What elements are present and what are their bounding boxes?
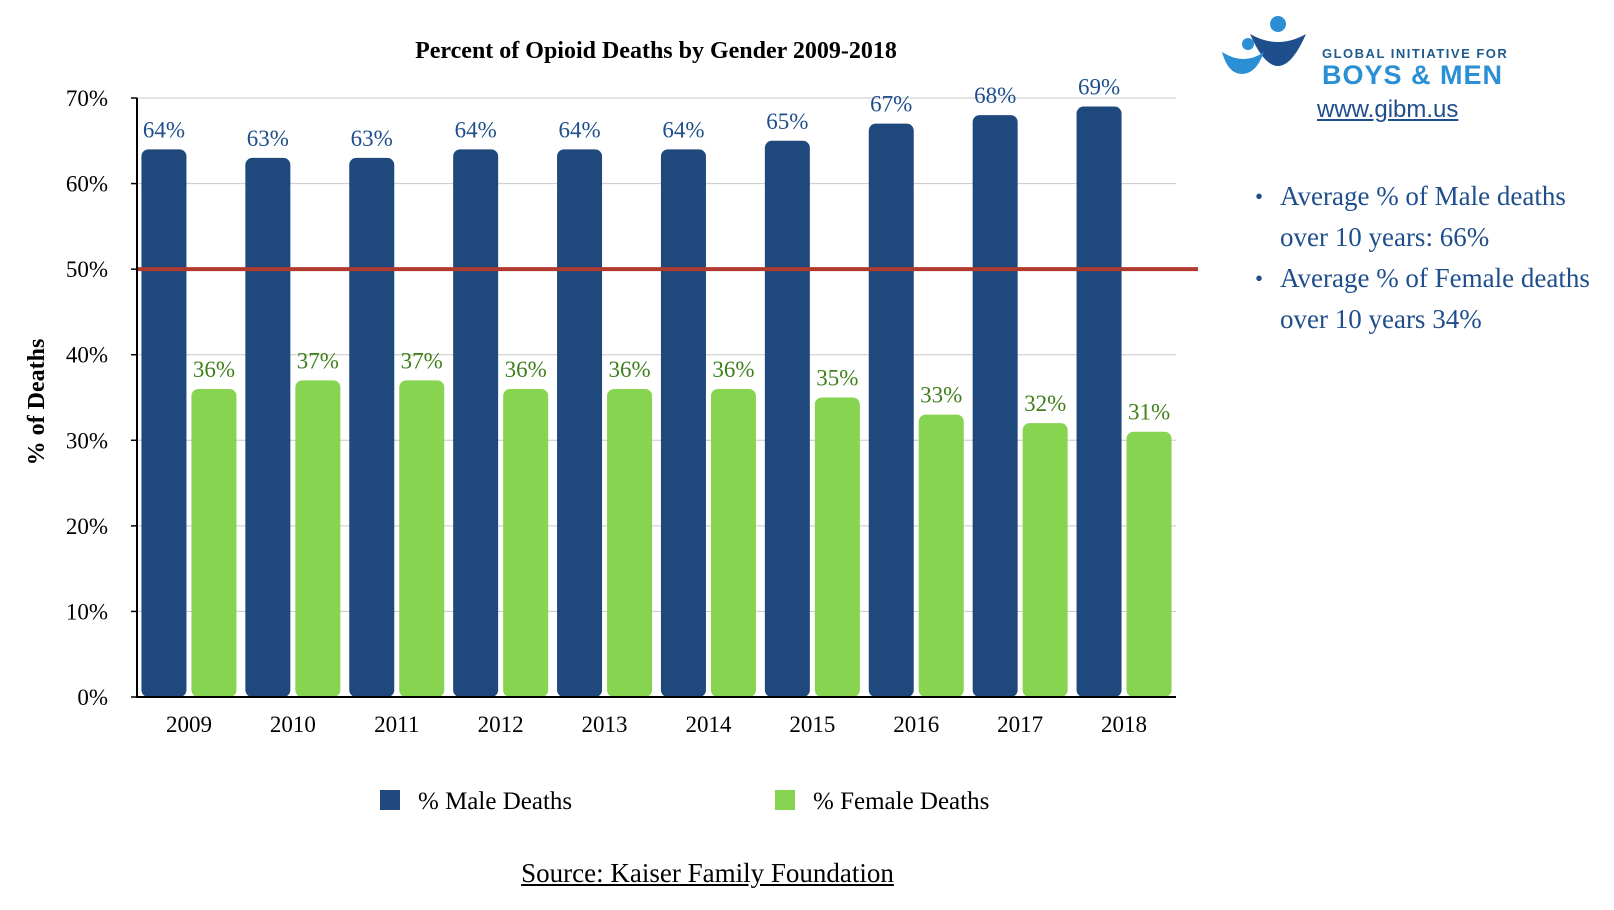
male-bar-2010 bbox=[245, 157, 291, 697]
female-bar-2014 bbox=[710, 388, 756, 697]
female-bar-2017 bbox=[1022, 423, 1068, 697]
x-tick-label-2015: 2015 bbox=[789, 712, 835, 737]
male-bar-2013 bbox=[557, 149, 603, 698]
male-bar-2012 bbox=[453, 149, 499, 698]
x-tick-label-2011: 2011 bbox=[374, 712, 419, 737]
legend-swatch-female bbox=[775, 790, 795, 810]
male-bar-2014 bbox=[660, 149, 706, 698]
y-tick-label-0: 0% bbox=[77, 685, 108, 710]
male-value-label-2009: 64% bbox=[143, 117, 185, 142]
female-bar-2018 bbox=[1126, 431, 1172, 697]
source-link[interactable]: Source: Kaiser Family Foundation bbox=[521, 858, 894, 888]
chart-title: Percent of Opioid Deaths by Gender 2009-… bbox=[415, 38, 897, 64]
website-link[interactable]: www.gibm.us bbox=[1317, 96, 1459, 123]
x-tick-label-2012: 2012 bbox=[478, 712, 524, 737]
female-bar-2012 bbox=[503, 388, 549, 697]
summary-notes: Average % of Male deaths over 10 years: … bbox=[1255, 176, 1610, 340]
legend: % Male Deaths % Female Deaths bbox=[380, 788, 989, 815]
female-bar-2010 bbox=[295, 380, 341, 697]
female-value-label-2017: 32% bbox=[1024, 391, 1066, 416]
female-value-label-2015: 35% bbox=[816, 366, 858, 391]
x-tick-label-2010: 2010 bbox=[270, 712, 316, 737]
male-value-label-2010: 63% bbox=[247, 126, 289, 151]
male-bar-2018 bbox=[1076, 106, 1122, 698]
female-bar-2011 bbox=[399, 380, 445, 697]
x-axis-ticks: 2009 2010 2011 2012 2013 2014 2015 2016 2017 2018 bbox=[166, 712, 1147, 737]
x-tick-label-2017: 2017 bbox=[997, 712, 1043, 737]
male-bar-2011 bbox=[349, 157, 395, 697]
x-tick-label-2013: 2013 bbox=[582, 712, 628, 737]
male-bar-2016 bbox=[868, 123, 914, 697]
male-bar-2009 bbox=[141, 149, 187, 698]
female-value-label-2009: 36% bbox=[193, 357, 235, 382]
y-tick-label-50: 50% bbox=[66, 257, 108, 282]
legend-label-female: % Female Deaths bbox=[813, 788, 989, 815]
female-bar-2009 bbox=[191, 388, 237, 697]
female-value-label-2016: 33% bbox=[920, 383, 962, 408]
male-value-label-2011: 63% bbox=[351, 126, 393, 151]
y-tick-label-40: 40% bbox=[66, 343, 108, 368]
female-value-label-2010: 37% bbox=[297, 348, 339, 373]
x-tick-label-2016: 2016 bbox=[893, 712, 939, 737]
male-value-label-2018: 69% bbox=[1078, 75, 1120, 100]
female-bar-2015 bbox=[814, 397, 860, 697]
male-value-label-2017: 68% bbox=[974, 83, 1016, 108]
y-axis-ticks: 0% 10% 20% 30% 40% 50% 60% 70% bbox=[66, 86, 137, 710]
gridlines bbox=[137, 97, 1176, 612]
female-value-label-2011: 37% bbox=[401, 348, 443, 373]
x-tick-label-2009: 2009 bbox=[166, 712, 212, 737]
gibm-logo: GLOBAL INITIATIVE FOR BOYS & MEN www.gib… bbox=[1222, 14, 1522, 134]
x-tick-label-2014: 2014 bbox=[685, 712, 732, 737]
female-value-label-2018: 31% bbox=[1128, 400, 1170, 425]
male-value-label-2013: 64% bbox=[558, 117, 600, 142]
female-bar-2016 bbox=[918, 414, 964, 697]
figures-icon bbox=[1222, 16, 1306, 74]
y-tick-label-20: 20% bbox=[66, 514, 108, 539]
logo-text-line2: BOYS & MEN bbox=[1322, 60, 1504, 90]
female-bar-2013 bbox=[607, 388, 653, 697]
x-tick-label-2018: 2018 bbox=[1101, 712, 1147, 737]
axes bbox=[136, 98, 1176, 698]
logo-text-line1: GLOBAL INITIATIVE FOR bbox=[1322, 46, 1509, 61]
female-value-label-2014: 36% bbox=[712, 357, 754, 382]
female-value-label-2012: 36% bbox=[505, 357, 547, 382]
y-tick-label-70: 70% bbox=[66, 86, 108, 111]
bars: 64% 36% 63% 37% 63% 37% 64% 36% 64% 36% 64% 36% 65% 3… bbox=[141, 75, 1172, 698]
y-axis-label: % of Deaths bbox=[24, 339, 50, 466]
y-tick-label-60: 60% bbox=[66, 172, 108, 197]
male-bar-2017 bbox=[972, 115, 1018, 698]
male-value-label-2016: 67% bbox=[870, 92, 912, 117]
male-value-label-2015: 65% bbox=[766, 109, 808, 134]
legend-swatch-male bbox=[380, 790, 400, 810]
male-bar-2015 bbox=[764, 140, 810, 698]
male-value-label-2012: 64% bbox=[455, 117, 497, 142]
note-female-average: Average % of Female deaths over 10 years… bbox=[1255, 258, 1610, 340]
legend-label-male: % Male Deaths bbox=[418, 788, 572, 815]
y-tick-label-30: 30% bbox=[66, 428, 108, 453]
y-tick-label-10: 10% bbox=[66, 599, 108, 624]
male-value-label-2014: 64% bbox=[662, 117, 704, 142]
female-value-label-2013: 36% bbox=[608, 357, 650, 382]
note-male-average: Average % of Male deaths over 10 years: … bbox=[1255, 176, 1610, 258]
